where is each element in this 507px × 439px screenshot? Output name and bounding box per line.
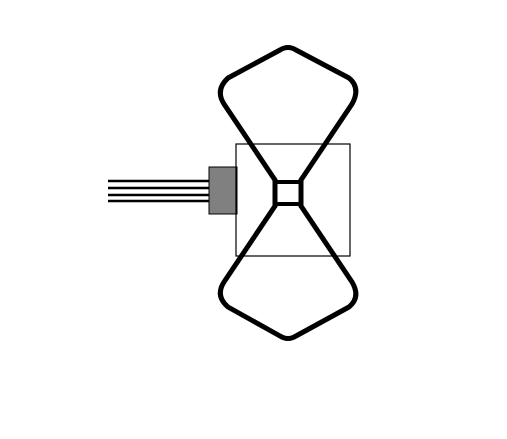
connector: [208, 166, 238, 215]
feed-gap: [272, 177, 304, 209]
mount-box: [235, 143, 351, 257]
lower-bowtie-arm: [217, 203, 359, 341]
coax-cable: [108, 179, 210, 203]
upper-bowtie-arm: [217, 45, 359, 183]
